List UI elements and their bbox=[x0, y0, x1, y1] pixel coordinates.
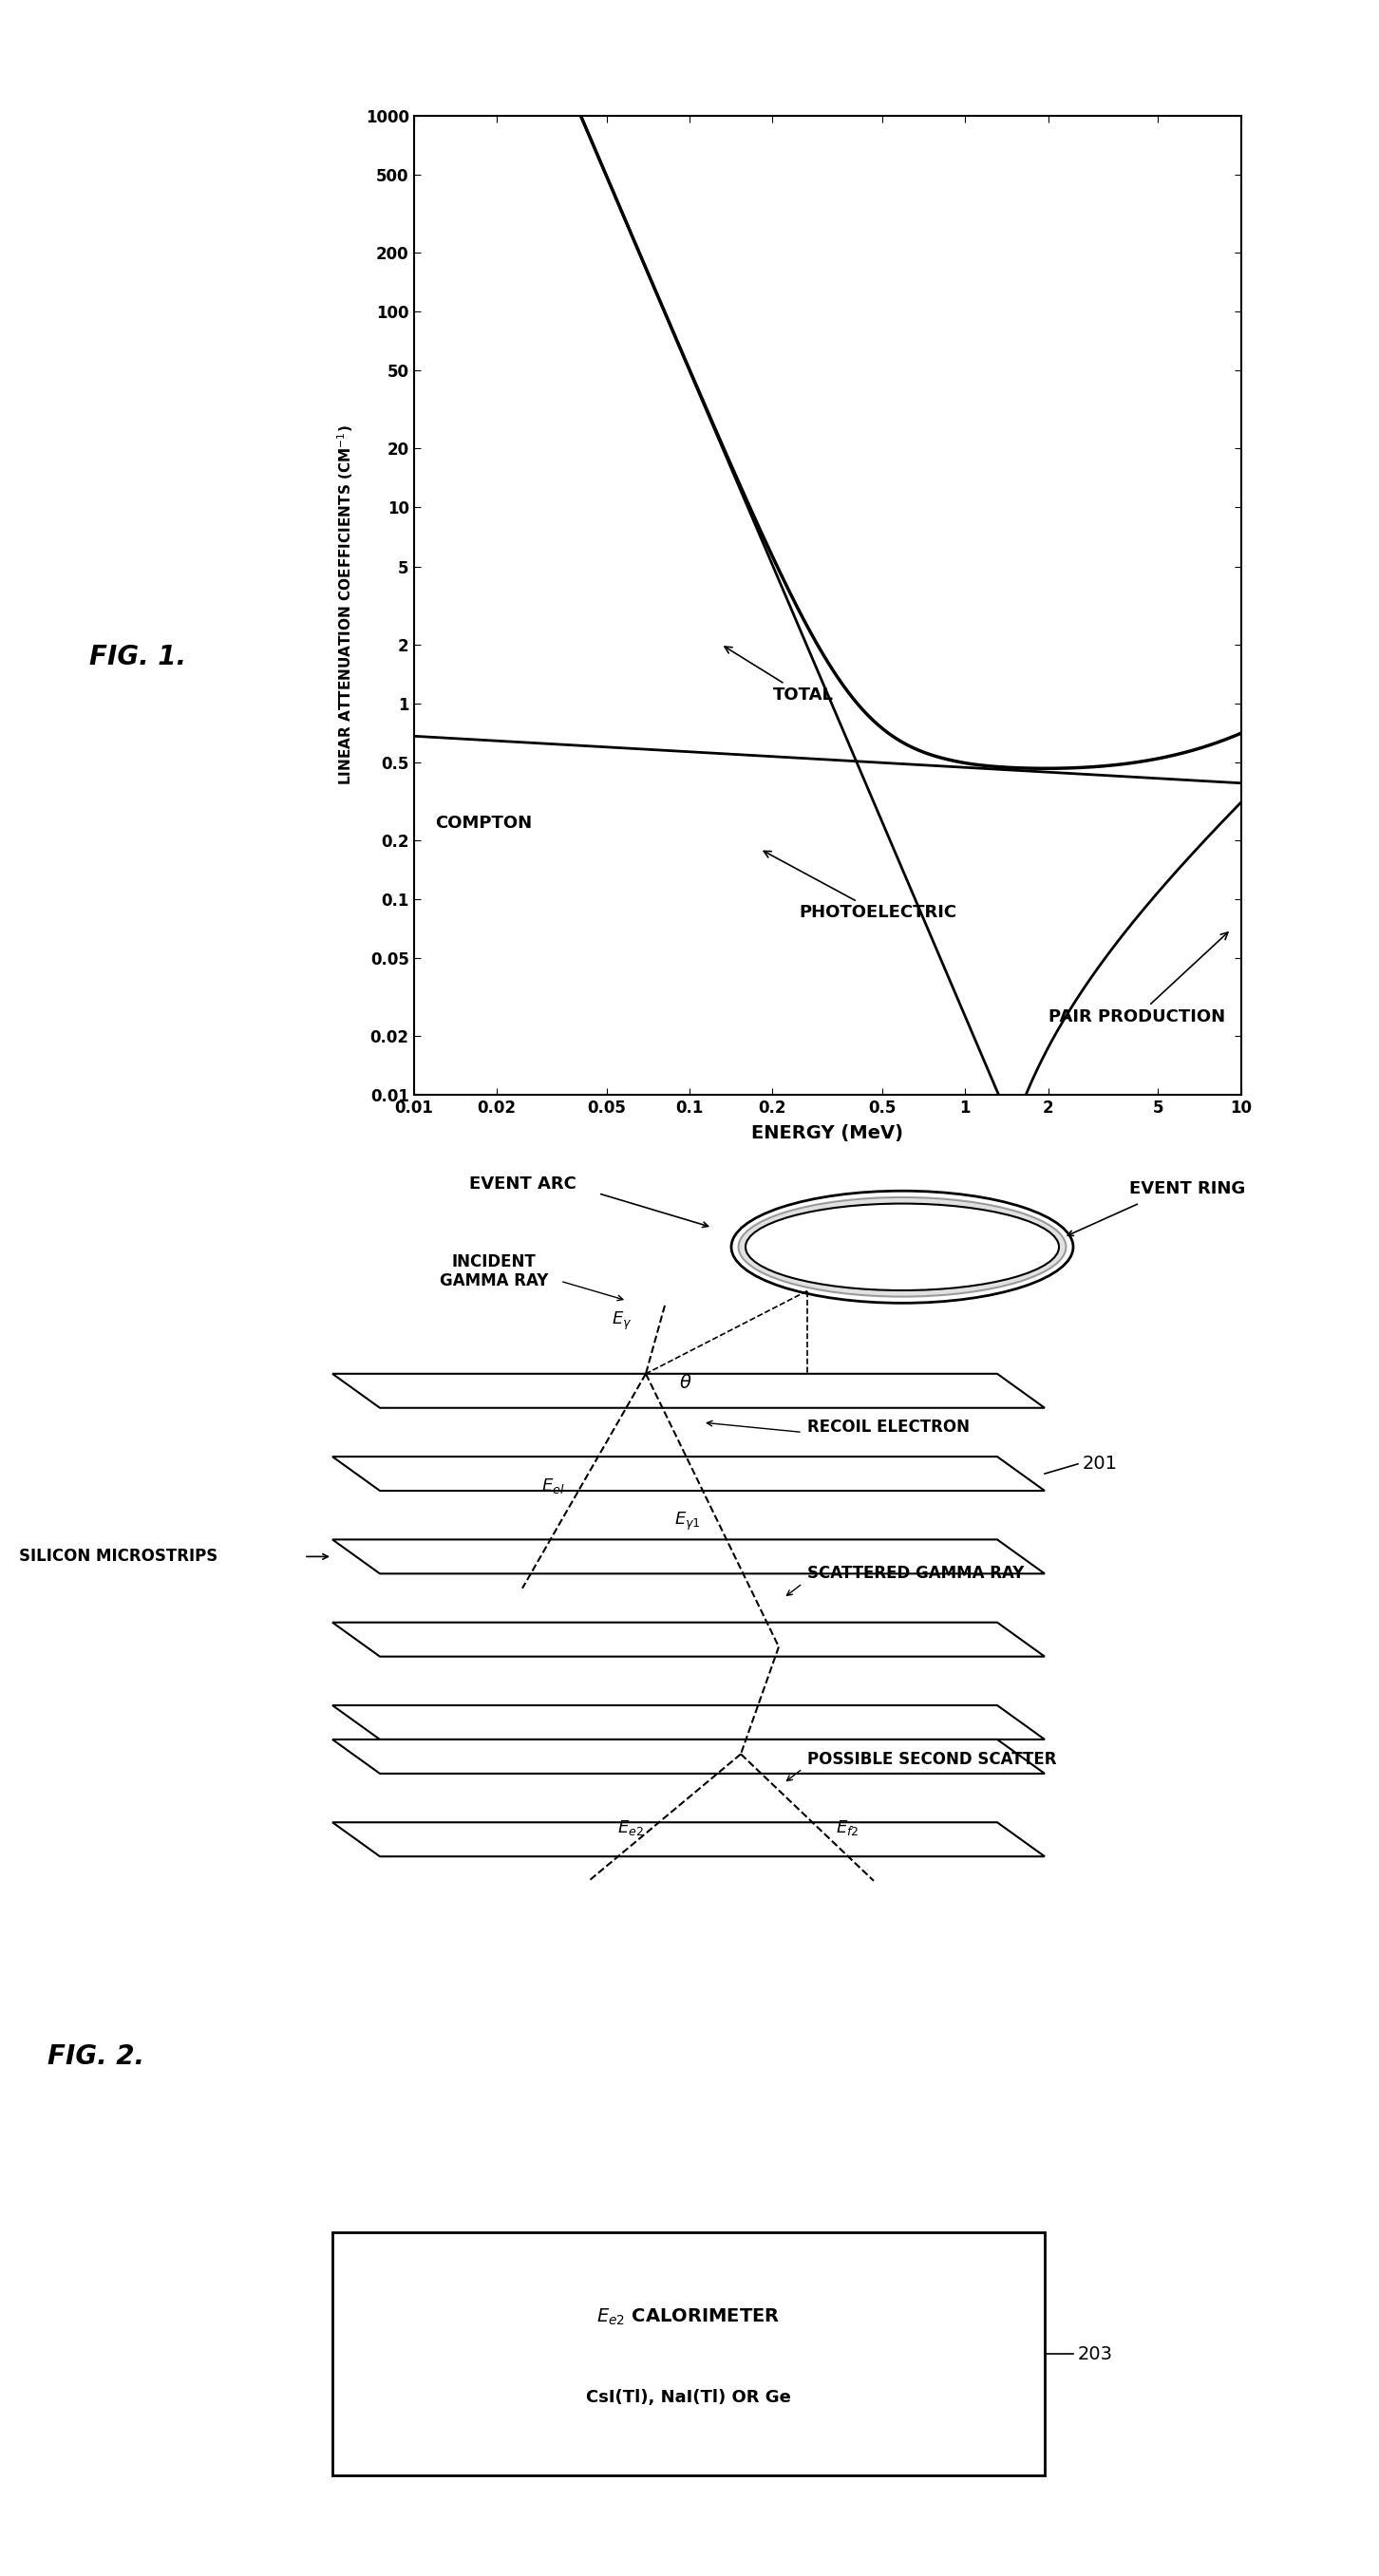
Text: EVENT RING: EVENT RING bbox=[1129, 1180, 1245, 1198]
Polygon shape bbox=[332, 1540, 1045, 1574]
Text: FIG. 2.: FIG. 2. bbox=[47, 2043, 145, 2069]
Ellipse shape bbox=[738, 1198, 1066, 1296]
Text: $E_\gamma$: $E_\gamma$ bbox=[612, 1311, 632, 1332]
Text: $\mathit{E}_{e2}$ CALORIMETER: $\mathit{E}_{e2}$ CALORIMETER bbox=[597, 2308, 781, 2326]
Polygon shape bbox=[332, 1373, 1045, 1409]
Text: TOTAL: TOTAL bbox=[725, 647, 833, 703]
Text: 201: 201 bbox=[1083, 1455, 1118, 1473]
X-axis label: ENERGY (MeV): ENERGY (MeV) bbox=[752, 1123, 903, 1144]
Ellipse shape bbox=[746, 1203, 1059, 1291]
Text: INCIDENT
GAMMA RAY: INCIDENT GAMMA RAY bbox=[440, 1252, 549, 1291]
Polygon shape bbox=[332, 1821, 1045, 1857]
Text: PHOTOELECTRIC: PHOTOELECTRIC bbox=[764, 850, 957, 922]
Y-axis label: LINEAR ATTENUATION COEFFICIENTS (CM$^{-1}$): LINEAR ATTENUATION COEFFICIENTS (CM$^{-1… bbox=[335, 425, 354, 786]
Text: RECOIL ELECTRON: RECOIL ELECTRON bbox=[807, 1419, 969, 1435]
Text: POSSIBLE SECOND SCATTER: POSSIBLE SECOND SCATTER bbox=[807, 1752, 1056, 1767]
Text: $E_{el}$: $E_{el}$ bbox=[542, 1476, 564, 1497]
Text: 203: 203 bbox=[1078, 2344, 1113, 2362]
Text: PAIR PRODUCTION: PAIR PRODUCTION bbox=[1048, 933, 1227, 1025]
Text: $E_{f2}$: $E_{f2}$ bbox=[836, 1819, 859, 1837]
Polygon shape bbox=[332, 1705, 1045, 1739]
Text: SILICON MICROSTRIPS: SILICON MICROSTRIPS bbox=[19, 1548, 218, 1566]
Polygon shape bbox=[332, 1455, 1045, 1492]
Text: $E_{e2}$: $E_{e2}$ bbox=[618, 1819, 644, 1837]
Text: $\theta$: $\theta$ bbox=[678, 1373, 692, 1391]
Bar bbox=[332, 2231, 1045, 2476]
Text: EVENT ARC: EVENT ARC bbox=[469, 1175, 576, 1193]
Polygon shape bbox=[332, 1739, 1045, 1772]
Text: FIG. 1.: FIG. 1. bbox=[90, 644, 186, 670]
Polygon shape bbox=[332, 1623, 1045, 1656]
Text: SCATTERED GAMMA RAY: SCATTERED GAMMA RAY bbox=[807, 1566, 1025, 1582]
Text: COMPTON: COMPTON bbox=[436, 814, 532, 832]
Text: $E_{\gamma 1}$: $E_{\gamma 1}$ bbox=[674, 1510, 701, 1533]
Text: CsI(Tl), NaI(Tl) OR Ge: CsI(Tl), NaI(Tl) OR Ge bbox=[586, 2388, 792, 2406]
